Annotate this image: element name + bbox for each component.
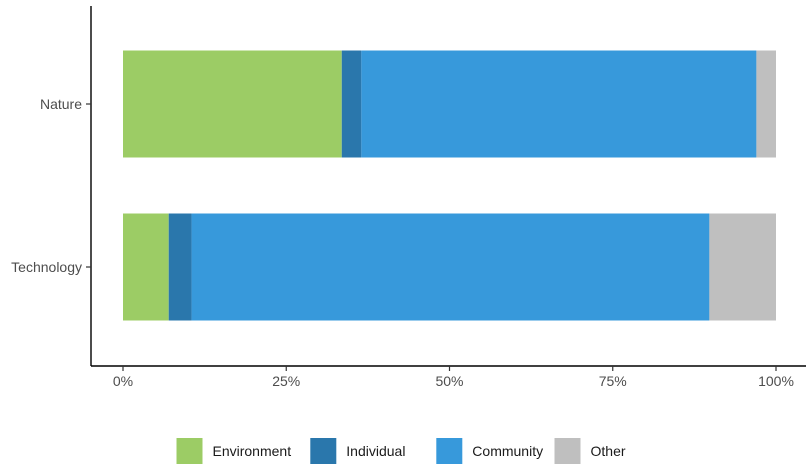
x-tick-label-0: 0% xyxy=(113,373,133,389)
legend-item-individual: Individual xyxy=(310,438,405,464)
bar-technology-environment xyxy=(123,213,169,321)
bar-technology-other xyxy=(709,213,776,321)
x-tick-label-75: 75% xyxy=(599,373,627,389)
x-tick-label-50: 50% xyxy=(435,373,463,389)
bar-nature-environment xyxy=(123,50,342,158)
x-axis-ticks: 0% 25% 50% 75% 100% xyxy=(113,366,794,389)
legend-swatch-community xyxy=(436,438,463,464)
bar-nature-community xyxy=(361,50,757,158)
bars-layer xyxy=(123,50,776,321)
y-axis-ticks: Nature Technology xyxy=(11,96,91,275)
legend-swatch-other xyxy=(554,438,581,464)
legend-label-community: Community xyxy=(472,443,543,459)
legend-item-community: Community xyxy=(436,438,543,464)
bar-technology-individual xyxy=(168,213,192,321)
legend-label-other: Other xyxy=(591,443,626,459)
x-tick-label-25: 25% xyxy=(272,373,300,389)
legend-swatch-environment xyxy=(176,438,203,464)
legend: Environment Individual Community Other xyxy=(176,438,626,464)
y-tick-label-technology: Technology xyxy=(11,259,82,275)
x-tick-label-100: 100% xyxy=(758,373,794,389)
legend-label-environment: Environment xyxy=(213,443,292,459)
bar-technology-community xyxy=(191,213,710,321)
bar-nature-individual xyxy=(341,50,362,158)
bar-nature-other xyxy=(756,50,776,158)
legend-item-environment: Environment xyxy=(176,438,292,464)
legend-item-other: Other xyxy=(554,438,626,464)
legend-label-individual: Individual xyxy=(346,443,405,459)
y-tick-label-nature: Nature xyxy=(40,96,82,112)
legend-swatch-individual xyxy=(310,438,337,464)
